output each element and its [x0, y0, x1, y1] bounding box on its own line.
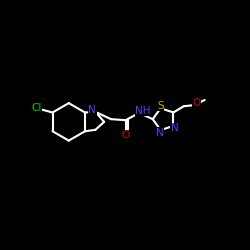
Text: N: N — [156, 128, 164, 138]
Text: NH: NH — [135, 106, 151, 116]
Text: O: O — [122, 130, 130, 140]
Text: N: N — [88, 106, 96, 116]
Text: Cl: Cl — [31, 103, 42, 113]
Text: O: O — [193, 98, 201, 108]
Text: S: S — [157, 101, 164, 111]
Text: N: N — [170, 124, 178, 134]
